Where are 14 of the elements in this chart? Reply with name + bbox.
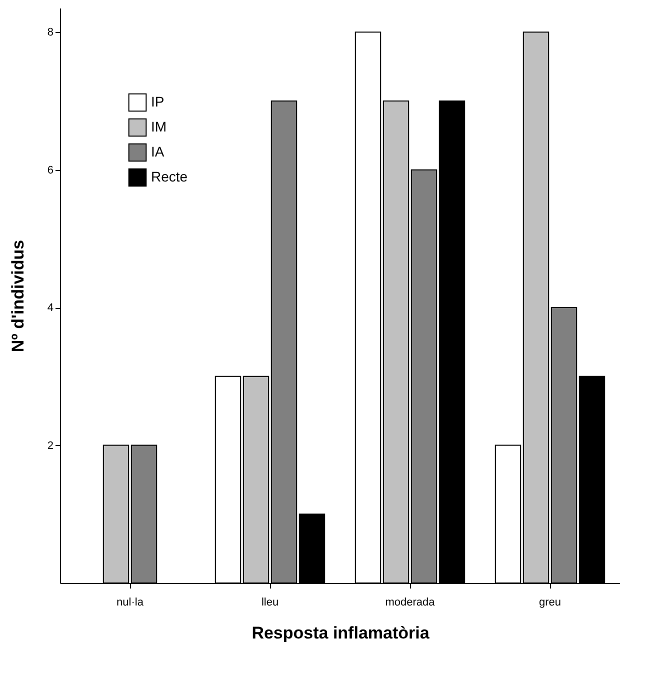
legend-label: IP (151, 94, 164, 110)
legend-label: IM (151, 118, 167, 134)
y-tick-label: 8 (47, 26, 54, 39)
y-axis-title: Nº d'individus (8, 240, 28, 352)
legend-label: Recte (151, 168, 188, 184)
y-tick-label: 2 (47, 440, 54, 452)
x-tick-label: greu (538, 596, 562, 608)
legend-label: IA (151, 144, 165, 160)
x-tick-label: moderada (385, 596, 436, 608)
x-tick-label: nul·la (116, 596, 144, 608)
x-tick-label: lleu (261, 596, 279, 608)
y-tick-label: 6 (47, 164, 54, 176)
x-axis-title: Resposta inflamatòria (252, 624, 430, 642)
y-tick-label: 4 (47, 302, 54, 314)
